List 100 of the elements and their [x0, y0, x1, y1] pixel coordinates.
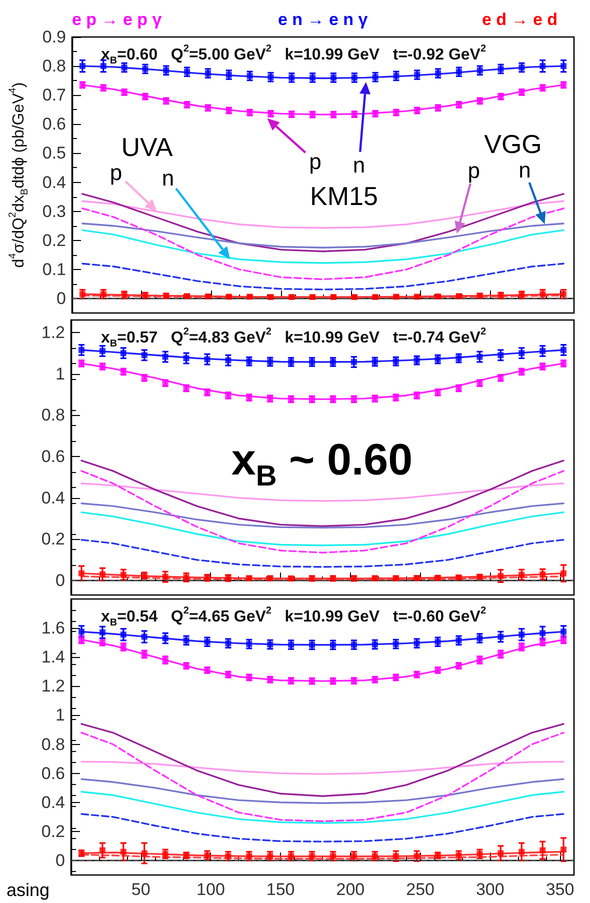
point [309, 358, 316, 365]
y-tick-label: 0.7 [42, 86, 66, 105]
y-tick-label: 0 [56, 288, 66, 308]
point [540, 847, 546, 854]
point [540, 63, 546, 70]
text: e d → e d [482, 10, 558, 29]
point [79, 291, 86, 298]
point [498, 634, 504, 640]
point [560, 570, 567, 576]
point [560, 291, 567, 298]
point [120, 848, 126, 855]
y-tick-label: 0.8 [41, 406, 65, 425]
line-series [82, 208, 564, 280]
point [288, 358, 294, 365]
y-tick-label: 0.6 [41, 446, 65, 466]
annotation: p [309, 148, 322, 174]
point [498, 352, 504, 358]
y-tick-label: 0.9 [42, 28, 66, 46]
point [476, 354, 483, 360]
point [162, 574, 168, 580]
point [99, 348, 106, 354]
point [498, 66, 504, 72]
annotation: p [468, 158, 480, 184]
text: d4σ/dQ2dxBdtdϕ (pb/GeV4) [8, 82, 30, 268]
point [120, 350, 126, 356]
point [330, 642, 336, 648]
point [414, 72, 420, 78]
point [100, 291, 106, 298]
point [414, 357, 420, 364]
line-series [82, 222, 564, 248]
point [476, 67, 483, 74]
line-series [80, 778, 564, 804]
point [120, 572, 126, 578]
line-series [80, 723, 564, 797]
point [120, 632, 126, 638]
point [350, 642, 357, 648]
point [99, 847, 106, 854]
point [79, 63, 86, 70]
point [518, 64, 525, 71]
y-tick-label: 0.5 [42, 144, 66, 163]
point [330, 358, 336, 365]
point [498, 572, 504, 579]
x-tick-label: 350 [546, 880, 574, 899]
point [268, 74, 274, 80]
point [78, 346, 84, 353]
annotation: UVA [121, 132, 174, 162]
y-tick-label: 1.4 [41, 648, 65, 667]
point [518, 848, 525, 855]
y-tick-label: 0.6 [41, 764, 65, 783]
y-tick-label: 0.8 [42, 56, 66, 76]
point [226, 72, 232, 78]
point [246, 358, 252, 364]
annotation: KM15 [310, 181, 378, 211]
point [393, 72, 400, 79]
point [330, 853, 336, 860]
point [518, 632, 525, 638]
point [414, 853, 420, 860]
point [351, 74, 358, 81]
point [163, 67, 170, 74]
text: e p → e p γ [72, 10, 162, 29]
point [372, 358, 378, 365]
y-tick-label: 0.3 [42, 202, 66, 221]
text: asing [6, 880, 50, 900]
point [225, 853, 232, 860]
point [100, 63, 106, 70]
y-tick-label: 1.2 [41, 676, 65, 696]
point [540, 571, 546, 578]
annotation: n [518, 158, 531, 183]
point [162, 354, 168, 360]
point [392, 853, 399, 860]
point [560, 346, 567, 353]
point [372, 74, 378, 80]
x-tick-label: 200 [336, 880, 365, 899]
point [518, 572, 525, 578]
text: e n → e n γ [278, 10, 368, 29]
y-tick-label: 0.4 [41, 792, 65, 812]
point [309, 642, 316, 648]
point [288, 642, 294, 648]
point [540, 291, 546, 298]
y-tick-label: 0.2 [41, 822, 65, 841]
line-series [80, 732, 564, 822]
y-tick-label: 0.6 [42, 114, 66, 134]
line-series [80, 790, 564, 824]
point [78, 570, 84, 576]
point [476, 635, 483, 642]
point [414, 640, 420, 646]
point [540, 630, 546, 636]
x-tick-label: 300 [476, 880, 504, 899]
line-series [82, 262, 564, 290]
point [267, 358, 274, 365]
line-series [80, 502, 564, 528]
point [560, 63, 567, 70]
point [267, 641, 274, 648]
line-series [82, 229, 564, 264]
annotation: n [162, 166, 174, 190]
point [540, 348, 546, 354]
point [225, 640, 232, 646]
annotation: p [110, 160, 122, 185]
line-series [80, 511, 564, 546]
point [162, 850, 168, 857]
